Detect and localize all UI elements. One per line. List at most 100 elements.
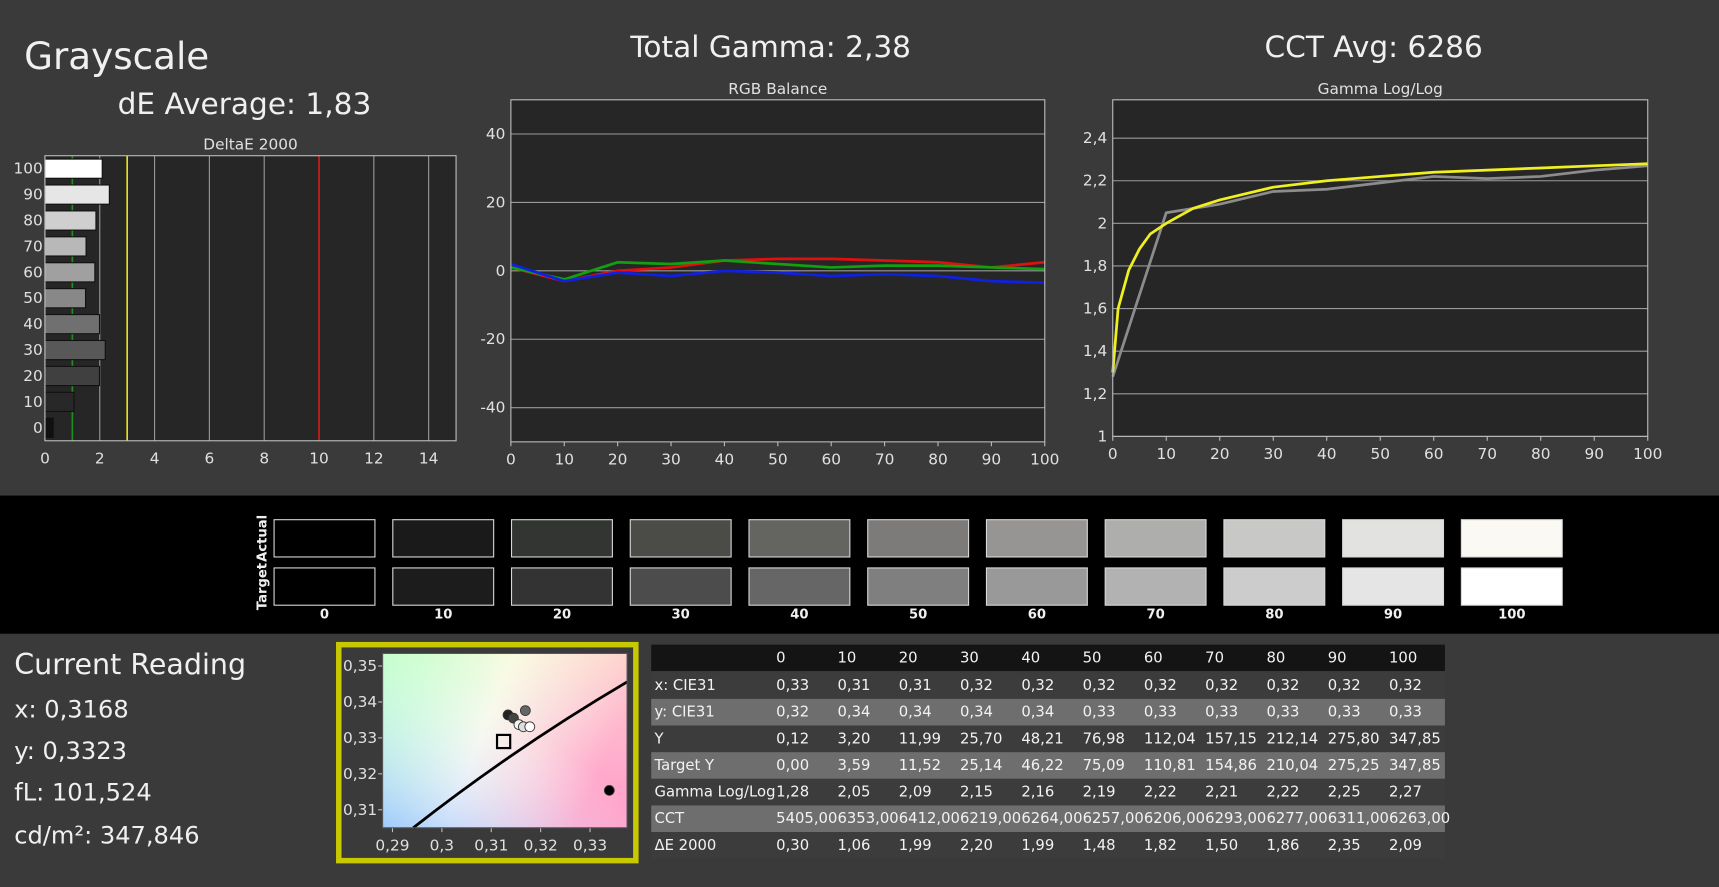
y-tick-label: 80	[23, 212, 43, 230]
table-row-bg	[651, 725, 1445, 753]
target-point	[495, 733, 512, 750]
table-row-bg	[651, 805, 1445, 833]
table-cell: 0,33	[776, 677, 809, 694]
reading-line: cd/m²: 347,846	[14, 821, 199, 849]
bar	[44, 391, 75, 413]
y-tick-label: 60	[23, 263, 43, 281]
table-cell: 1,99	[1021, 837, 1054, 854]
target-swatch	[1342, 567, 1445, 606]
table-cell: 2,35	[1328, 837, 1361, 854]
table-cell: 6311,00	[1328, 810, 1389, 827]
table-cell: 0,32	[1205, 677, 1238, 694]
table-cell: 110,81	[1144, 757, 1196, 774]
table-cell: CCT	[654, 810, 685, 827]
x-tick-label: 70	[1477, 445, 1497, 463]
x-tick-label: 80	[928, 450, 948, 468]
table-cell: 1,28	[776, 784, 809, 801]
table-cell: 0,31	[837, 677, 870, 694]
table-cell: 5405,00	[776, 810, 837, 827]
bar	[44, 339, 106, 361]
x-tick-label: 100	[1030, 450, 1059, 468]
table-cell: 0,33	[1205, 704, 1238, 721]
table-cell: 46,22	[1021, 757, 1063, 774]
y-tick-label: 0,31	[343, 801, 377, 819]
target-swatch	[1223, 567, 1326, 606]
table-header-cell: 10	[837, 649, 856, 666]
table-header-cell: 100	[1389, 649, 1417, 666]
table-cell: 154,86	[1205, 757, 1257, 774]
table-header-bg	[651, 644, 1445, 671]
table-cell: 112,04	[1144, 730, 1196, 747]
table-cell: 6277,00	[1266, 810, 1327, 827]
table-cell: 0,34	[1021, 704, 1054, 721]
y-tick-label: -40	[480, 399, 505, 417]
table-cell: 2,09	[899, 784, 932, 801]
y-tick-label: 1	[1097, 427, 1107, 445]
table-cell: 1,06	[837, 837, 870, 854]
table-cell: 0,34	[899, 704, 932, 721]
target-swatch	[273, 567, 376, 606]
table-row-bg	[651, 698, 1445, 726]
x-tick-label: 0,33	[573, 836, 607, 854]
point	[603, 785, 615, 796]
table-cell: 1,82	[1144, 837, 1177, 854]
target-swatch	[748, 567, 851, 606]
x-tick-label: 70	[875, 450, 895, 468]
target-swatch	[1460, 567, 1563, 606]
table-header-cell: 70	[1205, 649, 1224, 666]
swatch-label: 90	[1384, 608, 1402, 623]
swatch-label: 10	[434, 608, 452, 623]
x-tick-label: 20	[1210, 445, 1230, 463]
x-tick-label: 14	[419, 449, 439, 467]
table-cell: 6257,00	[1083, 810, 1144, 827]
table-row-bg	[651, 752, 1445, 779]
chart-title: RGB Balance	[728, 80, 827, 98]
table-header-cell: 50	[1083, 649, 1102, 666]
target-swatch	[510, 567, 613, 606]
table-cell: 0,00	[776, 757, 809, 774]
bar	[44, 158, 103, 179]
table-cell: 75,09	[1083, 757, 1125, 774]
y-tick-label: 40	[23, 315, 43, 333]
table-cell: 347,85	[1389, 730, 1441, 747]
actual-swatch	[1342, 519, 1445, 558]
table-cell: 0,31	[899, 677, 932, 694]
table-cell: 0,33	[1083, 704, 1116, 721]
x-tick-label: 12	[364, 449, 384, 467]
cie-frame	[336, 641, 639, 864]
table-cell: 212,14	[1266, 730, 1318, 747]
swatch-label: 100	[1498, 608, 1525, 623]
x-tick-label: 0	[506, 450, 516, 468]
x-tick-label: 30	[1263, 445, 1283, 463]
y-tick-label: 1,6	[1083, 300, 1107, 318]
table-cell: 11,52	[899, 757, 941, 774]
bar	[44, 314, 101, 335]
series-line	[1111, 162, 1648, 373]
swatch-label: 20	[553, 608, 571, 623]
table-cell: 0,33	[1389, 704, 1422, 721]
y-tick-label: 0,32	[343, 765, 377, 783]
table-cell: 1,86	[1266, 837, 1299, 854]
y-tick-label: 0,33	[343, 729, 377, 747]
table-cell: 1,48	[1083, 837, 1116, 854]
x-tick-label: 50	[1370, 445, 1390, 463]
table-cell: 347,85	[1389, 757, 1441, 774]
table-cell: 2,09	[1389, 837, 1422, 854]
table-cell: 2,25	[1328, 784, 1361, 801]
x-tick-label: 0	[1108, 445, 1118, 463]
x-tick-label: 60	[1424, 445, 1444, 463]
y-tick-label: 2	[1097, 214, 1107, 232]
x-tick-label: 0	[40, 449, 50, 467]
x-tick-label: 40	[1317, 445, 1337, 463]
table-cell: 0,32	[776, 704, 809, 721]
table-cell: 0,32	[1083, 677, 1116, 694]
table-cell: 210,04	[1266, 757, 1318, 774]
table-cell: 3,59	[837, 757, 870, 774]
y-tick-label: 30	[23, 341, 43, 359]
table-cell: 0,34	[837, 704, 870, 721]
table-row-bg	[651, 672, 1445, 699]
table-header-cell: 30	[960, 649, 979, 666]
actual-swatch	[629, 519, 732, 558]
actual-swatch	[510, 519, 613, 558]
table-cell: 0,32	[960, 677, 993, 694]
